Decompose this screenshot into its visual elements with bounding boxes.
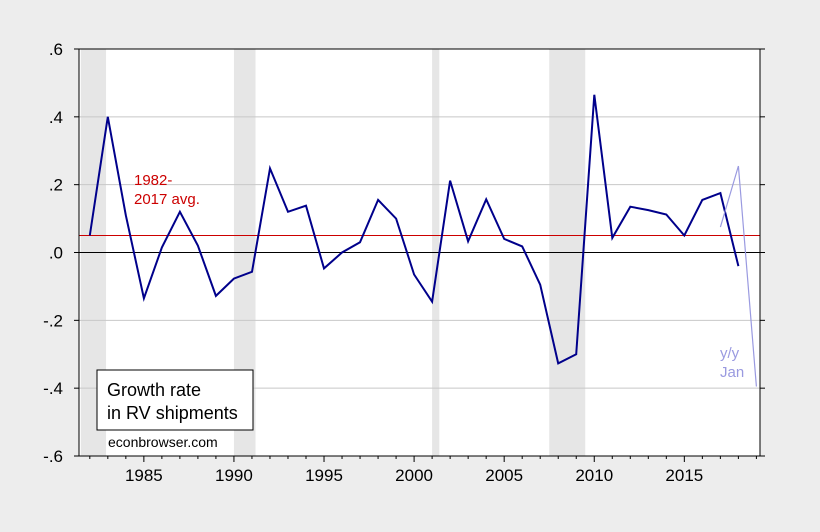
x-tick-label-0: 1985 <box>125 466 163 485</box>
x-tick-label-1: 1990 <box>215 466 253 485</box>
y-tick-label-3: .0 <box>49 244 63 263</box>
y-axis-labels: -.6 -.4 -.2 .0 .2 .4 .6 <box>43 40 63 466</box>
x-tick-label-6: 2015 <box>665 466 703 485</box>
legend-line1: Growth rate <box>107 380 201 400</box>
avg-label-line2: 2017 avg. <box>134 191 200 208</box>
y-tick-label-2: -.2 <box>43 311 63 330</box>
x-tick-label-2: 1995 <box>305 466 343 485</box>
avg-annotation: 1982- 2017 avg. <box>134 172 200 208</box>
y-tick-label-5: .4 <box>49 108 63 127</box>
x-axis-labels: 1985 1990 1995 2000 2005 2010 2015 <box>125 466 703 485</box>
yy-label-line2: Jan <box>720 364 744 381</box>
y-tick-label-1: -.4 <box>43 379 63 398</box>
series-line-1 <box>719 165 757 387</box>
series-line-0 <box>88 94 740 365</box>
x-tick-label-3: 2000 <box>395 466 433 485</box>
avg-label-line1: 1982- <box>134 172 172 189</box>
source-label: econbrowser.com <box>108 434 218 450</box>
yy-label-line1: y/y <box>720 345 740 362</box>
y-tick-label-6: .6 <box>49 40 63 59</box>
legend-line2: in RV shipments <box>107 403 238 423</box>
x-tick-label-5: 2010 <box>575 466 613 485</box>
y-tick-label-0: -.6 <box>43 447 63 466</box>
legend-box: Growth rate in RV shipments <box>96 369 254 431</box>
yy-annotation: y/y Jan <box>720 345 744 381</box>
x-tick-label-4: 2005 <box>485 466 523 485</box>
legend-frame <box>96 369 254 431</box>
axis-ticks <box>74 48 765 462</box>
series-lines <box>88 94 757 387</box>
y-tick-label-4: .2 <box>49 176 63 195</box>
